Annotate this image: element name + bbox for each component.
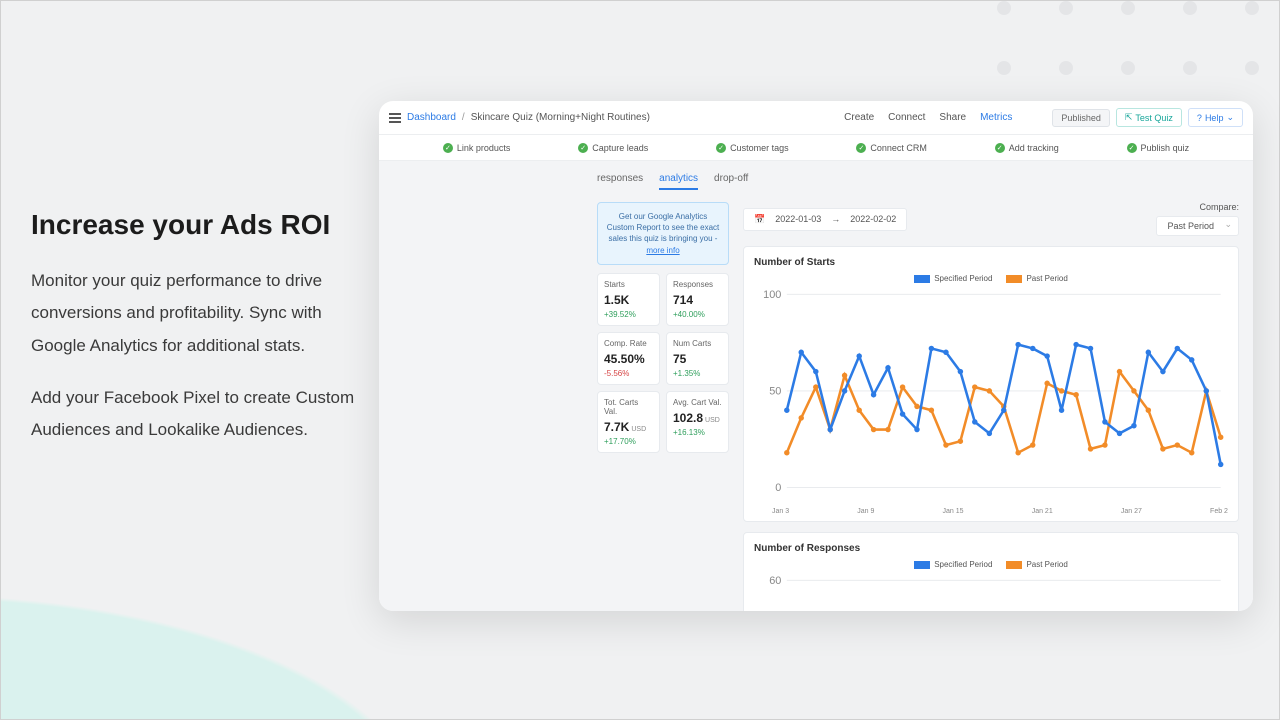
subtab-responses[interactable]: responses	[597, 173, 643, 190]
app-window: Dashboard / Skincare Quiz (Morning+Night…	[379, 101, 1253, 611]
paragraph-2: Add your Facebook Pixel to create Custom…	[31, 382, 361, 447]
step-capture-leads[interactable]: ✓Capture leads	[578, 143, 648, 153]
subtab-analytics[interactable]: analytics	[659, 173, 698, 190]
compare-label: Compare:	[1199, 202, 1239, 212]
setup-steps-row: ✓Link products ✓Capture leads ✓Customer …	[379, 135, 1253, 161]
chart-starts: Number of Starts Specified Period Past P…	[743, 246, 1239, 522]
check-icon: ✓	[716, 143, 726, 153]
breadcrumb: Dashboard / Skincare Quiz (Morning+Night…	[389, 112, 650, 123]
menu-icon[interactable]	[389, 113, 401, 123]
check-icon: ✓	[856, 143, 866, 153]
step-publish-quiz[interactable]: ✓Publish quiz	[1127, 143, 1190, 153]
step-add-tracking[interactable]: ✓Add tracking	[995, 143, 1059, 153]
tab-metrics[interactable]: Metrics	[980, 112, 1012, 123]
tab-connect[interactable]: Connect	[888, 112, 925, 123]
calendar-icon: 📅	[754, 214, 765, 225]
chart-legend: Specified Period Past Period	[754, 560, 1228, 569]
tab-share[interactable]: Share	[939, 112, 966, 123]
ga-notice: Get our Google Analytics Custom Report t…	[597, 202, 729, 265]
step-customer-tags[interactable]: ✓Customer tags	[716, 143, 789, 153]
kpi-totcart[interactable]: Tot. Carts Val. 7.7KUSD +17.70%	[597, 391, 660, 453]
chevron-down-icon: ⌄	[1226, 112, 1234, 123]
compare-select[interactable]: Past Period	[1156, 216, 1239, 236]
help-icon: ?	[1197, 113, 1202, 123]
breadcrumb-sep: /	[462, 112, 465, 123]
ga-notice-link[interactable]: more info	[646, 246, 679, 255]
check-icon: ✓	[1127, 143, 1137, 153]
chart-legend: Specified Period Past Period	[754, 274, 1228, 283]
starts-chart-svg: 0 50 100	[754, 287, 1228, 506]
check-icon: ✓	[443, 143, 453, 153]
kpi-numcarts[interactable]: Num Carts 75 +1.35%	[666, 332, 729, 385]
subtab-dropoff[interactable]: drop-off	[714, 173, 748, 190]
svg-text:50: 50	[769, 386, 781, 398]
check-icon: ✓	[995, 143, 1005, 153]
kpi-avgcart[interactable]: Avg. Cart Val. 102.8USD +16.13%	[666, 391, 729, 453]
tab-create[interactable]: Create	[844, 112, 874, 123]
kpi-comprate[interactable]: Comp. Rate 45.50% -5.56%	[597, 332, 660, 385]
kpi-grid: Starts 1.5K +39.52% Responses 714 +40.00…	[597, 273, 729, 453]
metrics-subtabs: responses analytics drop-off	[597, 173, 1253, 190]
kpi-responses[interactable]: Responses 714 +40.00%	[666, 273, 729, 326]
svg-text:60: 60	[769, 575, 781, 587]
filter-row: 📅 2022-01-03 → 2022-02-02 Compare: Past …	[743, 202, 1239, 236]
topbar: Dashboard / Skincare Quiz (Morning+Night…	[379, 101, 1253, 135]
topbar-actions: Published ⇱ Test Quiz ? Help ⌄	[1052, 108, 1243, 127]
headline: Increase your Ads ROI	[31, 209, 361, 241]
step-link-products[interactable]: ✓Link products	[443, 143, 511, 153]
top-tabs: Create Connect Share Metrics	[844, 112, 1012, 123]
help-button[interactable]: ? Help ⌄	[1188, 108, 1243, 127]
step-connect-crm[interactable]: ✓Connect CRM	[856, 143, 927, 153]
kpi-starts[interactable]: Starts 1.5K +39.52%	[597, 273, 660, 326]
breadcrumb-title: Skincare Quiz (Morning+Night Routines)	[471, 112, 650, 123]
breadcrumb-dashboard[interactable]: Dashboard	[407, 112, 456, 123]
paragraph-1: Monitor your quiz performance to drive c…	[31, 265, 361, 362]
check-icon: ✓	[578, 143, 588, 153]
responses-chart-svg: 0204060	[754, 573, 1228, 611]
test-quiz-button[interactable]: ⇱ Test Quiz	[1116, 108, 1182, 127]
svg-text:100: 100	[763, 289, 781, 301]
svg-text:0: 0	[775, 482, 781, 494]
date-range-picker[interactable]: 📅 2022-01-03 → 2022-02-02	[743, 208, 907, 231]
external-icon: ⇱	[1125, 112, 1133, 123]
starts-x-labels: Jan 3Jan 9Jan 15Jan 21Jan 27Feb 2	[754, 506, 1228, 515]
marketing-copy: Increase your Ads ROI Monitor your quiz …	[31, 209, 361, 466]
published-badge: Published	[1052, 109, 1110, 127]
chart-responses: Number of Responses Specified Period Pas…	[743, 532, 1239, 611]
